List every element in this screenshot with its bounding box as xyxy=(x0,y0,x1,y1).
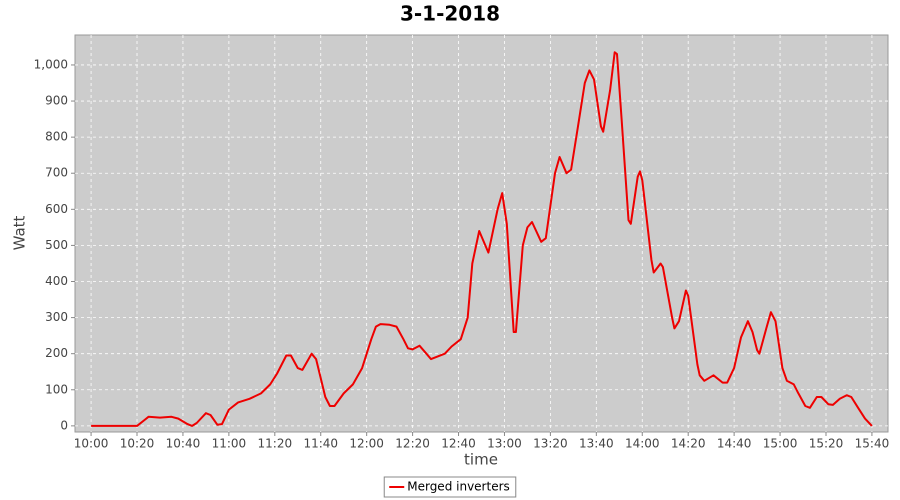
x-tick-label: 12:20 xyxy=(395,437,430,451)
x-tick-label: 11:40 xyxy=(303,437,338,451)
x-tick-label: 15:20 xyxy=(809,437,844,451)
y-tick-label: 500 xyxy=(45,238,68,252)
legend: Merged inverters xyxy=(383,476,517,498)
x-tick-label: 13:40 xyxy=(579,437,614,451)
y-tick-label: 1,000 xyxy=(34,57,68,71)
x-tick-label: 11:00 xyxy=(212,437,247,451)
legend-label: Merged inverters xyxy=(407,480,510,494)
x-tick-label: 12:40 xyxy=(441,437,476,451)
x-tick-label: 15:40 xyxy=(855,437,890,451)
x-tick-label: 11:20 xyxy=(258,437,293,451)
x-axis-label: time xyxy=(464,451,498,469)
legend-box xyxy=(383,476,517,498)
x-tick-label: 14:40 xyxy=(717,437,752,451)
y-tick-label: 800 xyxy=(45,130,68,144)
x-tick-label: 12:00 xyxy=(349,437,384,451)
x-tick-label: 13:00 xyxy=(487,437,522,451)
x-tick-label: 14:20 xyxy=(671,437,706,451)
x-tick-label: 10:00 xyxy=(74,437,109,451)
y-tick-label: 900 xyxy=(45,94,68,108)
x-tick-label: 10:40 xyxy=(166,437,201,451)
chart-title: 3-1-2018 xyxy=(400,2,500,26)
y-tick-label: 400 xyxy=(45,274,68,288)
y-tick-label: 100 xyxy=(45,382,68,396)
x-tick-label: 10:20 xyxy=(120,437,155,451)
y-tick-label: 600 xyxy=(45,202,68,216)
y-axis-label: Watt xyxy=(11,215,29,250)
plot-area xyxy=(74,34,889,433)
y-tick-label: 200 xyxy=(45,346,68,360)
y-tick-label: 300 xyxy=(45,310,68,324)
x-tick-label: 13:20 xyxy=(533,437,568,451)
x-tick-label: 14:00 xyxy=(625,437,660,451)
x-tick-label: 15:00 xyxy=(763,437,798,451)
y-tick-label: 700 xyxy=(45,166,68,180)
y-tick-label: 0 xyxy=(60,418,68,432)
line-series xyxy=(91,51,873,427)
